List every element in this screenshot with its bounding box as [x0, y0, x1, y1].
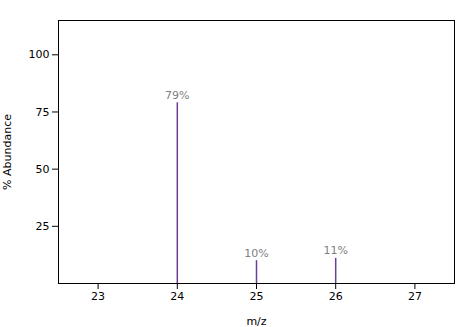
svg-text:23: 23	[91, 290, 105, 303]
svg-text:27: 27	[408, 290, 422, 303]
svg-text:% Abundance: % Abundance	[1, 114, 14, 190]
svg-text:24: 24	[170, 290, 184, 303]
svg-text:25: 25	[250, 290, 264, 303]
svg-text:100: 100	[29, 48, 50, 61]
svg-text:50: 50	[36, 163, 50, 176]
svg-text:10%: 10%	[244, 247, 268, 260]
svg-text:11%: 11%	[323, 244, 347, 257]
svg-text:25: 25	[36, 220, 50, 233]
svg-text:26: 26	[329, 290, 343, 303]
svg-text:75: 75	[36, 105, 50, 118]
svg-text:79%: 79%	[165, 89, 189, 102]
svg-text:m/z: m/z	[246, 315, 266, 327]
